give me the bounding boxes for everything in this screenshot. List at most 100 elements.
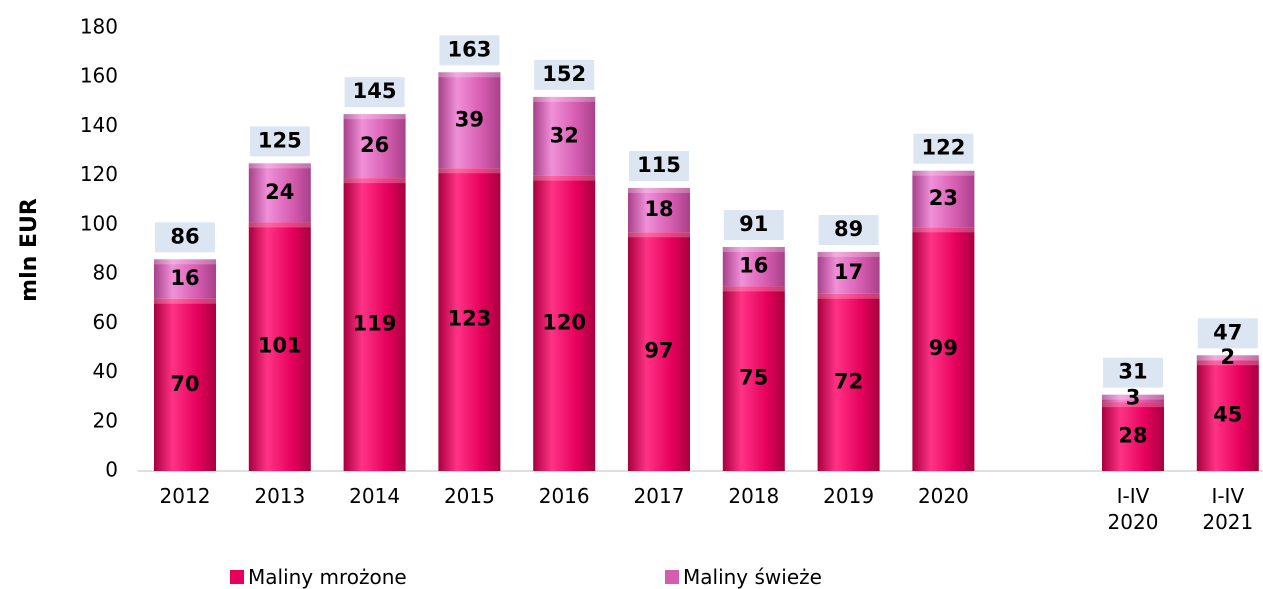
y-tick-label: 100 [80,211,118,235]
data-label: 28 [1118,424,1147,448]
total-label-box [439,35,500,66]
legend-swatch [230,570,244,584]
x-tick-label: 2012 [159,484,211,508]
bar-bevel [438,72,501,78]
y-tick-label: 160 [80,64,118,88]
bar-segment [722,286,785,471]
bar-segment [722,247,785,287]
y-tick-label: 180 [80,15,118,39]
bar-bevel [1102,394,1164,400]
data-label: 39 [455,107,484,131]
bar-bevel [912,227,975,233]
bar-bevel [154,298,216,304]
bar-bevel [1102,402,1164,408]
bar-bevel [438,168,501,174]
bar-segment [1102,402,1164,471]
x-tick-label: I-IV 2020 [1107,484,1159,534]
bar-bevel [1196,355,1259,361]
bar-bevel [628,187,690,193]
data-label: 101 [258,334,302,358]
data-label: 123 [447,307,491,331]
total-label: 91 [739,212,768,236]
x-tick-label: 2015 [443,484,495,508]
bar-segment [248,163,311,223]
data-label: 75 [739,366,768,390]
bar-bevel [154,259,216,265]
legend-item: Maliny świeże [665,565,822,589]
data-label: 32 [550,123,579,147]
bar-bevel [1196,360,1259,366]
bar-segment [343,178,406,471]
bar-segment [438,168,501,472]
total-label-box [913,133,974,164]
bar-segment [817,251,880,294]
total-label: 86 [170,224,199,248]
y-tick-label: 40 [93,359,118,383]
legend-item: Maliny mrożone [230,565,407,589]
total-label-box [534,59,595,90]
bar-segment [817,293,880,471]
y-tick-label: 20 [93,408,118,432]
bar-segment [154,259,216,299]
total-label: 47 [1213,320,1242,344]
bar-segment [154,298,216,471]
y-tick-label: 80 [93,261,118,285]
y-tick-label: 120 [80,162,118,186]
data-label: 24 [265,180,294,204]
bar-bevel [817,251,880,257]
x-tick-label: 2017 [633,484,685,508]
total-label: 145 [353,79,397,103]
total-label-box [344,77,405,108]
data-label: 3 [1126,385,1141,409]
bar-segment [1102,394,1164,403]
bar-bevel [628,232,690,238]
total-label: 122 [921,136,965,160]
data-label: 119 [353,312,397,336]
bar-bevel [248,222,311,228]
total-label-box [155,222,215,253]
data-label: 16 [739,254,768,278]
total-label-box [1197,318,1258,349]
data-label: 26 [360,133,389,157]
bar-segment [912,170,975,228]
data-label: 72 [834,369,863,393]
total-label: 163 [447,37,491,61]
bar-bevel [533,96,596,102]
y-tick-label: 0 [105,458,118,482]
bar-bevel [343,178,406,184]
data-label: 18 [644,197,673,221]
data-label: 70 [170,372,199,396]
bar-segment [912,227,975,471]
x-tick-label: I-IV 2021 [1202,484,1254,534]
total-label-box [629,150,689,181]
bar-bevel [533,175,596,181]
bar-bevel [248,163,311,169]
x-tick-label: 2013 [254,484,306,508]
data-label: 99 [929,336,958,360]
bar-segment [438,72,501,169]
bar-segment [628,187,690,233]
bar-segment [248,222,311,471]
x-tick-label: 2018 [728,484,780,508]
total-label: 125 [258,128,302,152]
bar-bevel [817,293,880,299]
total-label-box [249,126,310,157]
y-axis-label: mln EUR [17,198,42,302]
bar-segment [628,232,690,471]
data-label: 97 [644,339,673,363]
data-label: 2 [1220,345,1235,369]
data-label: 17 [834,260,863,284]
total-label: 115 [637,153,681,177]
data-label: 23 [929,186,958,210]
bar-segment [343,114,406,179]
bar-segment [1196,360,1259,471]
legend-label: Maliny świeże [683,565,822,589]
data-label: 16 [170,266,199,290]
total-label: 31 [1118,360,1147,384]
bar-segment [1196,355,1259,361]
total-label: 89 [834,217,863,241]
bar-bevel [912,170,975,176]
y-tick-label: 140 [80,113,118,137]
